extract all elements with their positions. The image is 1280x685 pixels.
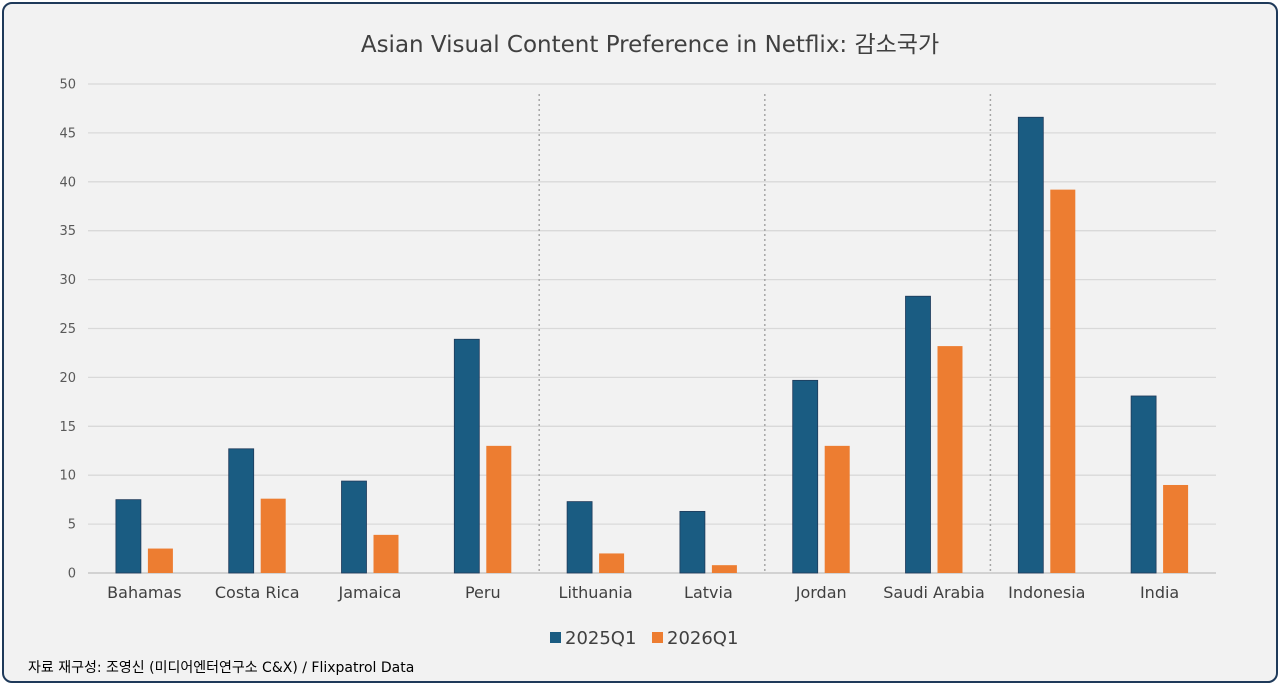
bar-2025Q1-jordan bbox=[792, 379, 819, 574]
bar-2025Q1-latvia bbox=[679, 510, 706, 574]
bar-2026Q1-indonesia bbox=[1050, 189, 1076, 573]
x-category-label: Lithuania bbox=[559, 583, 633, 602]
bar-2026Q1-lithuania bbox=[599, 553, 625, 573]
legend-swatch-2026Q1 bbox=[652, 632, 663, 643]
bar-2025Q1-saudi-arabia bbox=[905, 295, 931, 574]
legend: 2025Q1 2026Q1 bbox=[550, 628, 738, 649]
legend-swatch-2025Q1 bbox=[550, 632, 561, 643]
legend-label-2025Q1: 2025Q1 bbox=[565, 628, 636, 649]
x-category-label: Peru bbox=[465, 583, 501, 602]
x-category-label: Jamaica bbox=[338, 583, 402, 602]
y-tick-label: 0 bbox=[68, 567, 76, 582]
x-category-label: Indonesia bbox=[1008, 583, 1085, 602]
bar-2025Q1-lithuania bbox=[566, 501, 593, 574]
bar-2025Q1-india bbox=[1130, 395, 1157, 574]
y-tick-label: 10 bbox=[59, 469, 76, 484]
y-tick-label: 15 bbox=[59, 420, 76, 435]
bar-2026Q1-bahamas bbox=[147, 548, 173, 573]
bar-2026Q1-jamaica bbox=[373, 534, 399, 573]
bar-2026Q1-india bbox=[1163, 484, 1189, 573]
x-category-label: Costa Rica bbox=[215, 583, 300, 602]
y-tick-label: 45 bbox=[59, 126, 76, 141]
chart-title: Asian Visual Content Preference in Netfl… bbox=[361, 32, 939, 58]
gridlines bbox=[88, 83, 1216, 574]
x-category-label: India bbox=[1140, 583, 1179, 602]
y-tick-label: 5 bbox=[68, 518, 76, 533]
bar-chart: Asian Visual Content Preference in Netfl… bbox=[59, 32, 1216, 649]
bar-2025Q1-peru bbox=[453, 338, 480, 574]
y-tick-label: 30 bbox=[59, 273, 76, 288]
bars bbox=[115, 116, 1189, 574]
y-tick-label: 40 bbox=[59, 175, 76, 190]
bar-2025Q1-jamaica bbox=[341, 480, 367, 574]
bar-2025Q1-costa-rica bbox=[228, 448, 255, 574]
legend-label-2026Q1: 2026Q1 bbox=[667, 628, 738, 649]
bar-2026Q1-saudi-arabia bbox=[937, 346, 963, 573]
x-category-label: Bahamas bbox=[107, 583, 181, 602]
x-category-label: Saudi Arabia bbox=[883, 583, 985, 602]
y-tick-label: 25 bbox=[59, 322, 76, 337]
x-axis-labels: Bahamas Costa Rica Jamaica Peru Lithuania Lat… bbox=[107, 583, 1179, 602]
x-category-label: Jordan bbox=[795, 583, 847, 602]
bar-2026Q1-latvia bbox=[711, 565, 737, 573]
y-tick-label: 35 bbox=[59, 224, 76, 239]
bar-2026Q1-peru bbox=[486, 445, 512, 573]
y-tick-label: 50 bbox=[59, 78, 76, 93]
y-axis-ticks: 0 5 10 15 20 25 30 35 40 45 50 bbox=[59, 78, 76, 582]
bar-2025Q1-indonesia bbox=[1017, 116, 1044, 574]
bar-2026Q1-jordan bbox=[824, 445, 850, 573]
bar-2026Q1-costa-rica bbox=[260, 498, 286, 573]
x-category-label: Latvia bbox=[684, 583, 733, 602]
bar-2025Q1-bahamas bbox=[115, 499, 142, 574]
y-tick-label: 20 bbox=[59, 371, 76, 386]
source-note: 자료 재구성: 조영신 (미디어엔터연구소 C&X) / Flixpatrol … bbox=[28, 660, 415, 676]
